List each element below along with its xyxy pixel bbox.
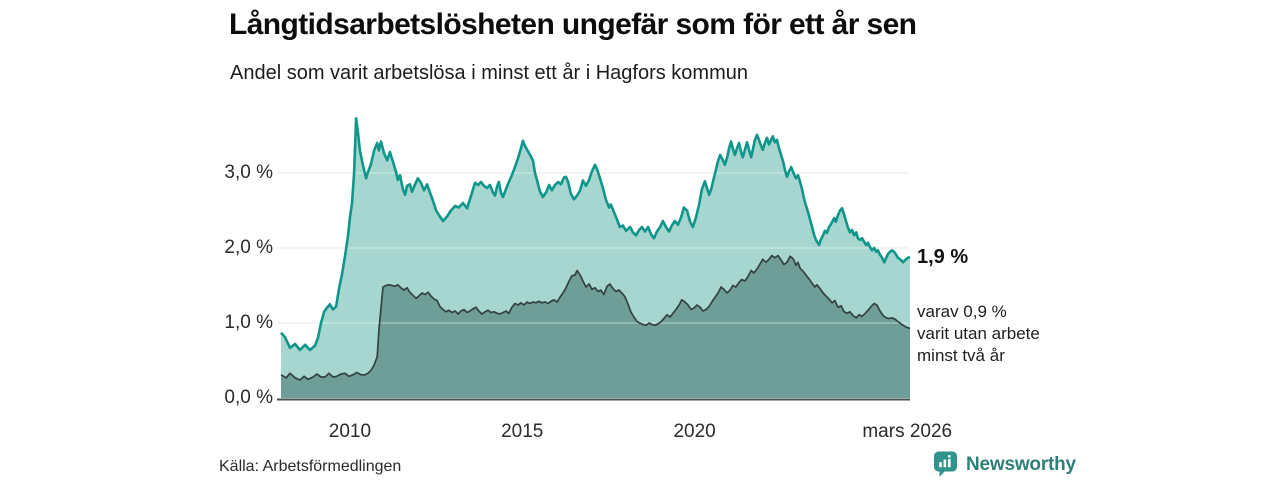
y-tick-label: 1,0 %	[224, 312, 273, 333]
x-tick-label: 2015	[501, 421, 544, 442]
brand-logo: Newsworthy	[933, 451, 1076, 479]
latest-value-label: 1,9 %	[917, 246, 969, 268]
y-tick-label: 0,0 %	[224, 387, 273, 408]
page-title: Långtidsarbetslösheten ungefär som för e…	[229, 8, 917, 41]
secondary-annotation-line: minst två år	[917, 346, 1005, 365]
series-line-two-years	[280, 254, 911, 381]
x-tick-label: mars 2026	[862, 421, 953, 442]
y-tick-label: 3,0 %	[224, 162, 273, 183]
secondary-annotation-line: varit utan arbete	[917, 324, 1040, 343]
x-tick-label: 2020	[673, 421, 716, 442]
brand-wordmark: Newsworthy	[966, 454, 1076, 475]
area-fill-two-years	[281, 255, 910, 398]
y-tick-label: 2,0 %	[224, 237, 273, 258]
chart-subtitle: Andel som varit arbetslösa i minst ett å…	[230, 62, 748, 84]
series-line-total	[280, 117, 911, 352]
source-credit: Källa: Arbetsförmedlingen	[219, 458, 402, 475]
newsworthy-chart-bubble-icon	[933, 451, 958, 479]
secondary-annotation: varav 0,9 % varit utan arbete minst två …	[917, 301, 1040, 367]
x-tick-label: 2010	[328, 421, 372, 442]
secondary-annotation-line: varav 0,9 %	[917, 302, 1007, 321]
